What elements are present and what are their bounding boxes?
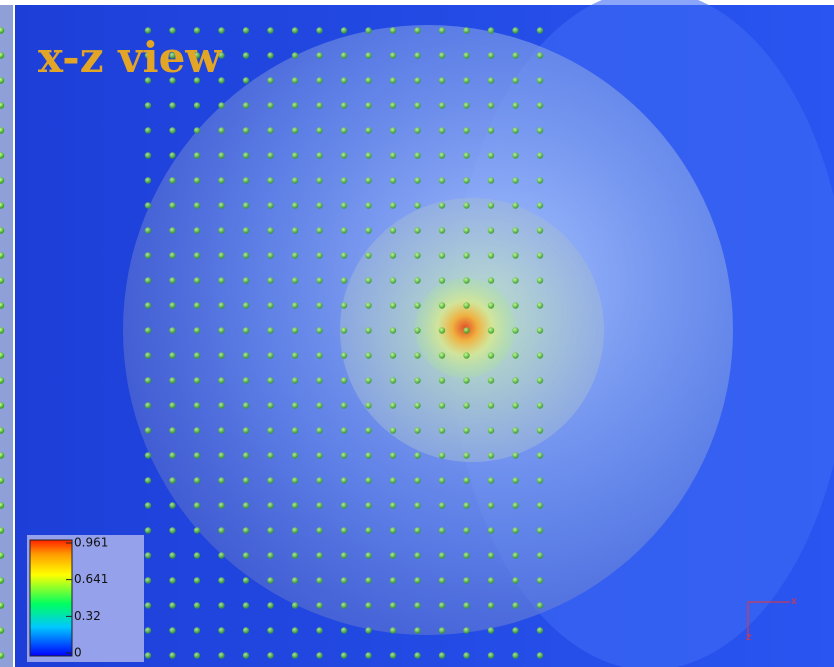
colorbar-ticks: 0.961 0.641 0.32 0 — [66, 536, 108, 660]
colorbar-tick-label: 0 — [74, 646, 82, 660]
colorbar-tick-label: 0.641 — [74, 572, 108, 586]
view-title: x-z view — [38, 33, 222, 82]
colorbar — [29, 539, 73, 657]
point-grid — [136, 18, 552, 667]
colorbar-tick-label: 0.961 — [74, 536, 108, 550]
colorbar-tick-label: 0.32 — [74, 609, 101, 623]
triad-x-label: x — [791, 596, 797, 607]
point-grid-edge — [0, 18, 13, 667]
triad-z-label: z — [746, 632, 751, 643]
top-border — [0, 0, 834, 5]
